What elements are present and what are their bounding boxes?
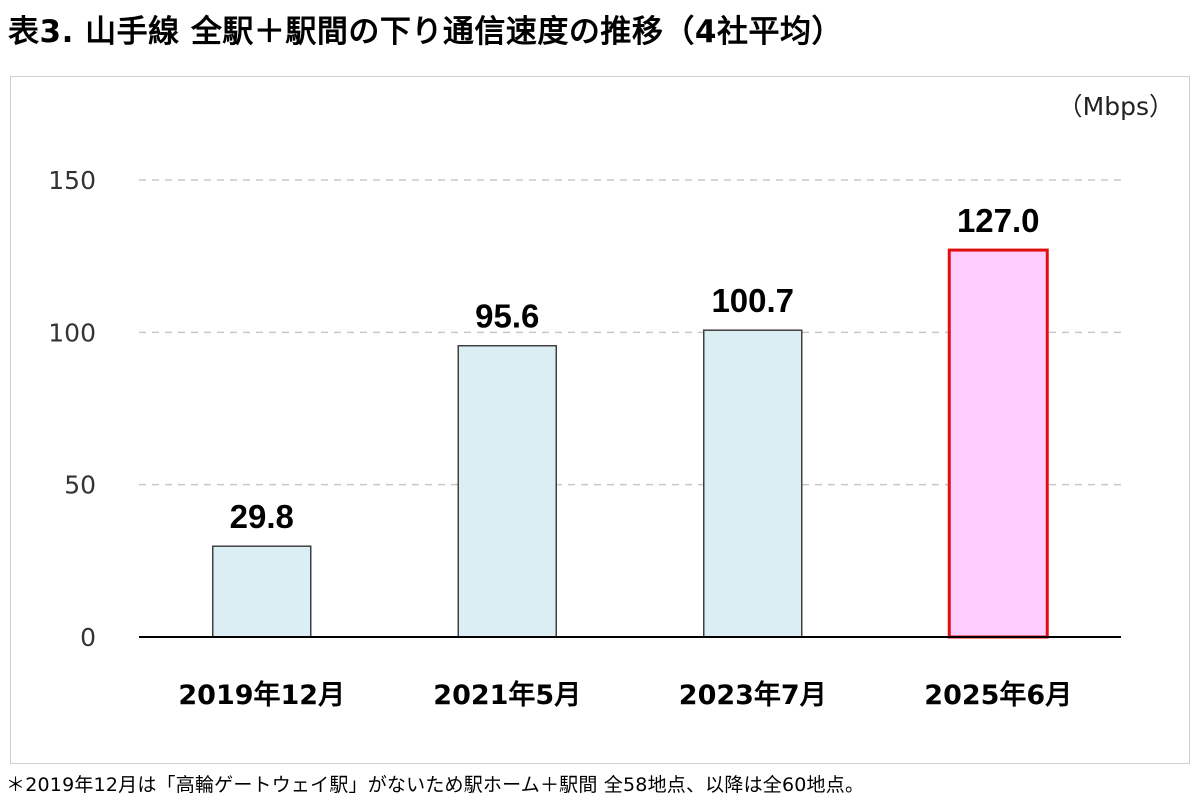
chart-frame: （Mbps） 0 50 100 150 29.8 2019年12月 95.6 2021年5月 10…	[10, 76, 1190, 764]
y-tick-label: 50	[64, 471, 96, 500]
x-tick-label: 2019年12月	[178, 679, 345, 711]
y-tick-label: 150	[48, 166, 96, 195]
data-label: 127.0	[957, 202, 1040, 239]
bar-0	[212, 545, 312, 638]
data-label: 29.8	[230, 498, 294, 535]
y-tick-label: 0	[80, 623, 96, 652]
x-tick-label: 2021年5月	[433, 679, 581, 711]
y-axis-unit-label: （Mbps）	[1058, 92, 1174, 121]
data-label: 100.7	[711, 282, 794, 319]
bar-chart: （Mbps） 0 50 100 150 29.8 2019年12月 95.6 2021年5月 10…	[48, 92, 1174, 711]
bar-2	[703, 329, 803, 638]
y-tick-label: 100	[48, 318, 96, 347]
footnote: ＊2019年12月は「高輪ゲートウェイ駅」がないため駅ホーム＋駅間 全58地点、…	[6, 774, 865, 796]
bar-3	[947, 248, 1049, 639]
bar-1	[457, 344, 557, 638]
data-label: 95.6	[475, 298, 539, 335]
x-tick-label: 2023年7月	[679, 679, 827, 711]
chart-title: 表3. 山手線 全駅＋駅間の下り通信速度の推移（4社平均）	[8, 14, 843, 50]
x-tick-label: 2025年6月	[924, 679, 1072, 711]
